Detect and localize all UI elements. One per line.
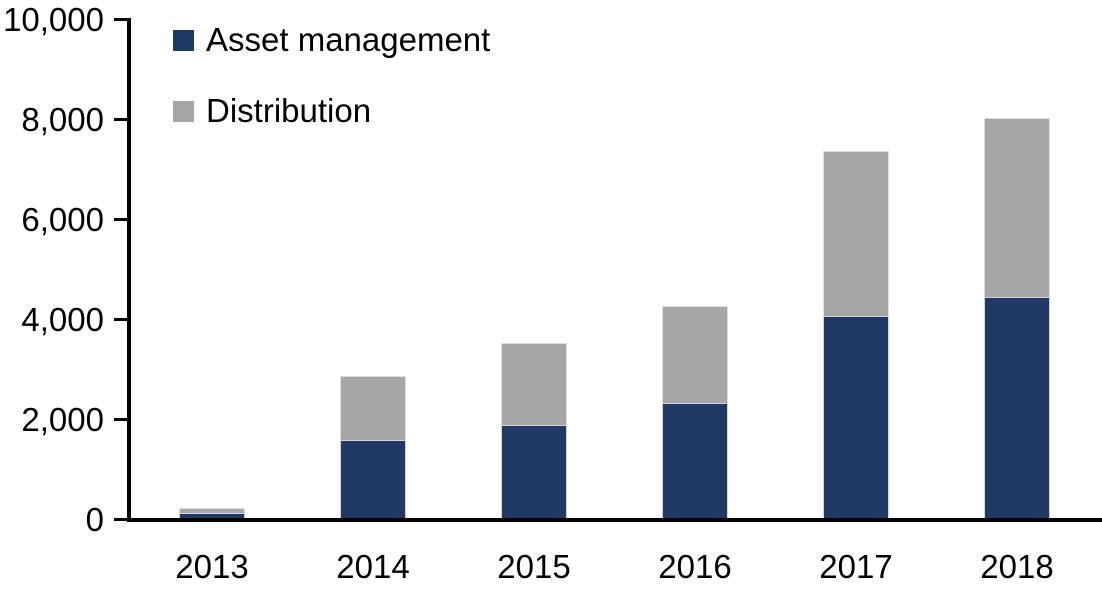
- y-axis-line: [127, 18, 131, 522]
- x-tick-label-2015: 2015: [497, 548, 571, 585]
- y-tick-label: 4,000: [21, 300, 104, 338]
- y-tick-label: 0: [85, 500, 104, 538]
- bar-segment-asset-management-2015: [501, 425, 567, 518]
- bar-segment-asset-management-2016: [662, 403, 728, 518]
- bar-segment-distribution-2017: [823, 150, 889, 316]
- bar-segment-asset-management-2013: [179, 513, 245, 518]
- bar-segment-distribution-2015: [501, 343, 567, 425]
- y-tick-label: 10,000: [3, 0, 104, 38]
- y-tick-mark: [114, 118, 127, 121]
- y-tick-mark: [114, 418, 127, 421]
- x-tick-label-2014: 2014: [336, 548, 410, 585]
- bar-segment-distribution-2018: [984, 118, 1050, 297]
- bar-segment-asset-management-2017: [823, 316, 889, 518]
- legend: Asset management Distribution: [173, 21, 491, 166]
- legend-item: Asset management: [173, 21, 491, 58]
- y-tick-mark: [114, 218, 127, 221]
- bar-segment-distribution-2014: [340, 375, 406, 440]
- y-tick-mark: [114, 318, 127, 321]
- bar-segment-asset-management-2018: [984, 297, 1050, 518]
- legend-label: Distribution: [206, 92, 372, 129]
- legend-swatch-icon: [173, 100, 194, 122]
- legend-item: Distribution: [173, 92, 490, 129]
- x-axis-line: [127, 518, 1102, 522]
- bar-segment-distribution-2016: [662, 305, 728, 403]
- bar-segment-asset-management-2014: [340, 440, 406, 518]
- y-tick-mark: [114, 518, 127, 521]
- legend-swatch-icon: [173, 29, 194, 51]
- x-tick-label-2017: 2017: [819, 548, 893, 585]
- legend-label: Asset management: [206, 21, 491, 58]
- y-tick-mark: [114, 18, 127, 21]
- x-tick-label-2013: 2013: [175, 548, 249, 585]
- x-tick-label-2018: 2018: [980, 548, 1054, 585]
- x-tick-label-2016: 2016: [658, 548, 732, 585]
- y-tick-label: 6,000: [21, 200, 104, 238]
- bar-segment-distribution-2013: [179, 507, 245, 513]
- y-tick-label: 2,000: [21, 400, 104, 438]
- y-tick-label: 8,000: [21, 100, 104, 138]
